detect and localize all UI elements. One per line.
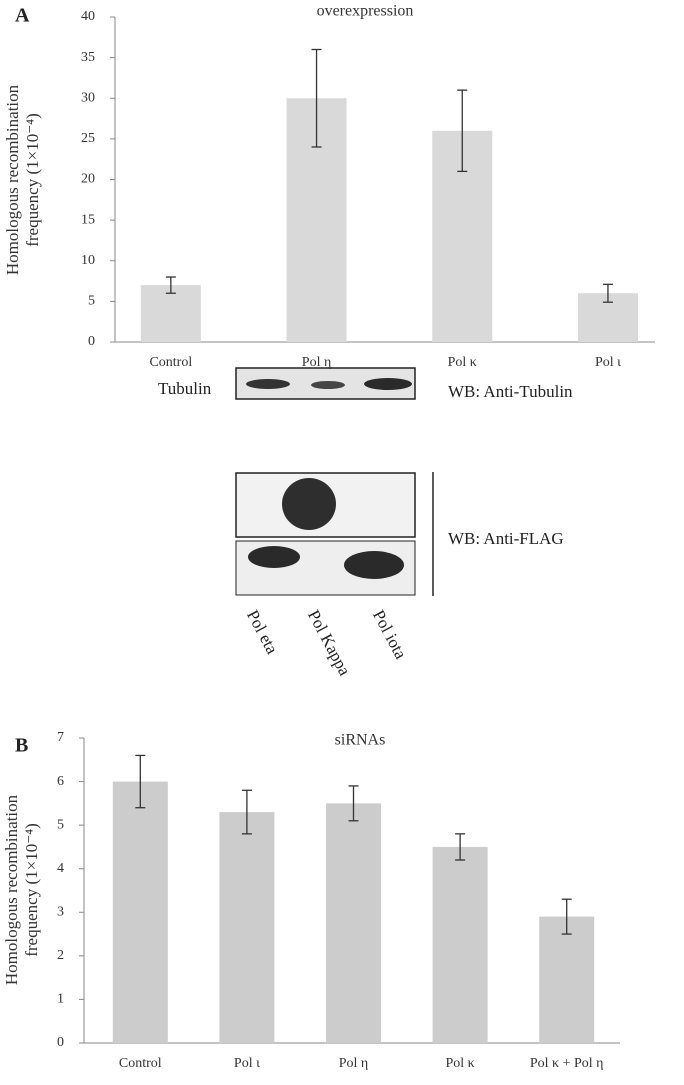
bar — [539, 916, 595, 1043]
blot-row-label: Tubulin — [158, 379, 212, 398]
chart-title: overexpression — [317, 3, 414, 20]
lane-label: Pol eta — [243, 607, 282, 658]
error-bar — [348, 785, 359, 822]
y-tick-label: 25 — [81, 131, 95, 146]
x-tick-label: Pol ι — [234, 1056, 260, 1071]
western-blot: Tubulin WB: Anti-Tubulin WB: Anti-FLAG P… — [158, 367, 573, 679]
y-axis-label: Homologous recombination — [2, 794, 21, 985]
bar — [140, 285, 201, 342]
error-bar — [241, 789, 252, 835]
blot-wb-label: WB: Anti-FLAG — [448, 529, 564, 548]
blot-wb-label: WB: Anti-Tubulin — [448, 382, 573, 401]
bar — [219, 812, 275, 1043]
y-tick-label: 30 — [81, 90, 95, 105]
error-bar — [457, 89, 468, 173]
x-tick-label: Pol κ + Pol η — [530, 1056, 604, 1071]
band — [246, 379, 290, 389]
y-axis-label: frequency (1×10⁻⁴) — [23, 113, 42, 247]
bar — [112, 781, 168, 1043]
y-tick-label: 0 — [88, 334, 95, 349]
band — [364, 378, 412, 390]
bar — [432, 846, 488, 1043]
chart-title: siRNAs — [335, 732, 386, 749]
lane-label: Pol iota — [369, 607, 411, 663]
x-tick-label: Pol η — [339, 1056, 369, 1071]
x-tick-label: Pol κ — [445, 1056, 474, 1071]
band — [344, 551, 404, 579]
y-tick-label: 0 — [57, 1035, 64, 1050]
y-axis-label: frequency (1×10⁻⁴) — [22, 823, 41, 957]
error-bar — [311, 48, 322, 148]
band — [248, 546, 300, 568]
y-tick-label: 2 — [57, 948, 64, 963]
y-tick-label: 20 — [81, 172, 95, 187]
y-tick-label: 6 — [57, 774, 64, 789]
y-tick-label: 5 — [57, 817, 64, 832]
panel-label: B — [15, 735, 28, 757]
y-tick-label: 4 — [57, 861, 64, 876]
lane-label: Pol Kappa — [304, 607, 354, 679]
band — [282, 478, 336, 530]
y-tick-label: 5 — [88, 294, 95, 309]
x-tick-label: Control — [119, 1056, 162, 1071]
bar — [326, 803, 381, 1043]
x-tick-label: Control — [149, 355, 192, 370]
y-tick-label: 15 — [81, 212, 95, 227]
error-bar — [135, 754, 146, 809]
panel-label: A — [15, 5, 30, 27]
y-tick-label: 35 — [81, 50, 95, 65]
y-tick-label: 10 — [81, 253, 95, 268]
error-bar — [455, 833, 466, 861]
error-bar — [602, 283, 613, 303]
y-tick-label: 40 — [81, 9, 95, 24]
y-tick-label: 3 — [57, 905, 64, 920]
error-bar — [165, 276, 176, 294]
x-tick-label: Pol η — [302, 355, 332, 370]
y-tick-label: 1 — [57, 992, 64, 1007]
y-axis-label: Homologous recombination — [3, 84, 22, 275]
y-tick-label: 7 — [57, 730, 64, 745]
x-tick-label: Pol κ — [448, 355, 477, 370]
band — [311, 381, 345, 389]
x-tick-label: Pol ι — [595, 355, 621, 370]
error-bar — [561, 898, 572, 935]
